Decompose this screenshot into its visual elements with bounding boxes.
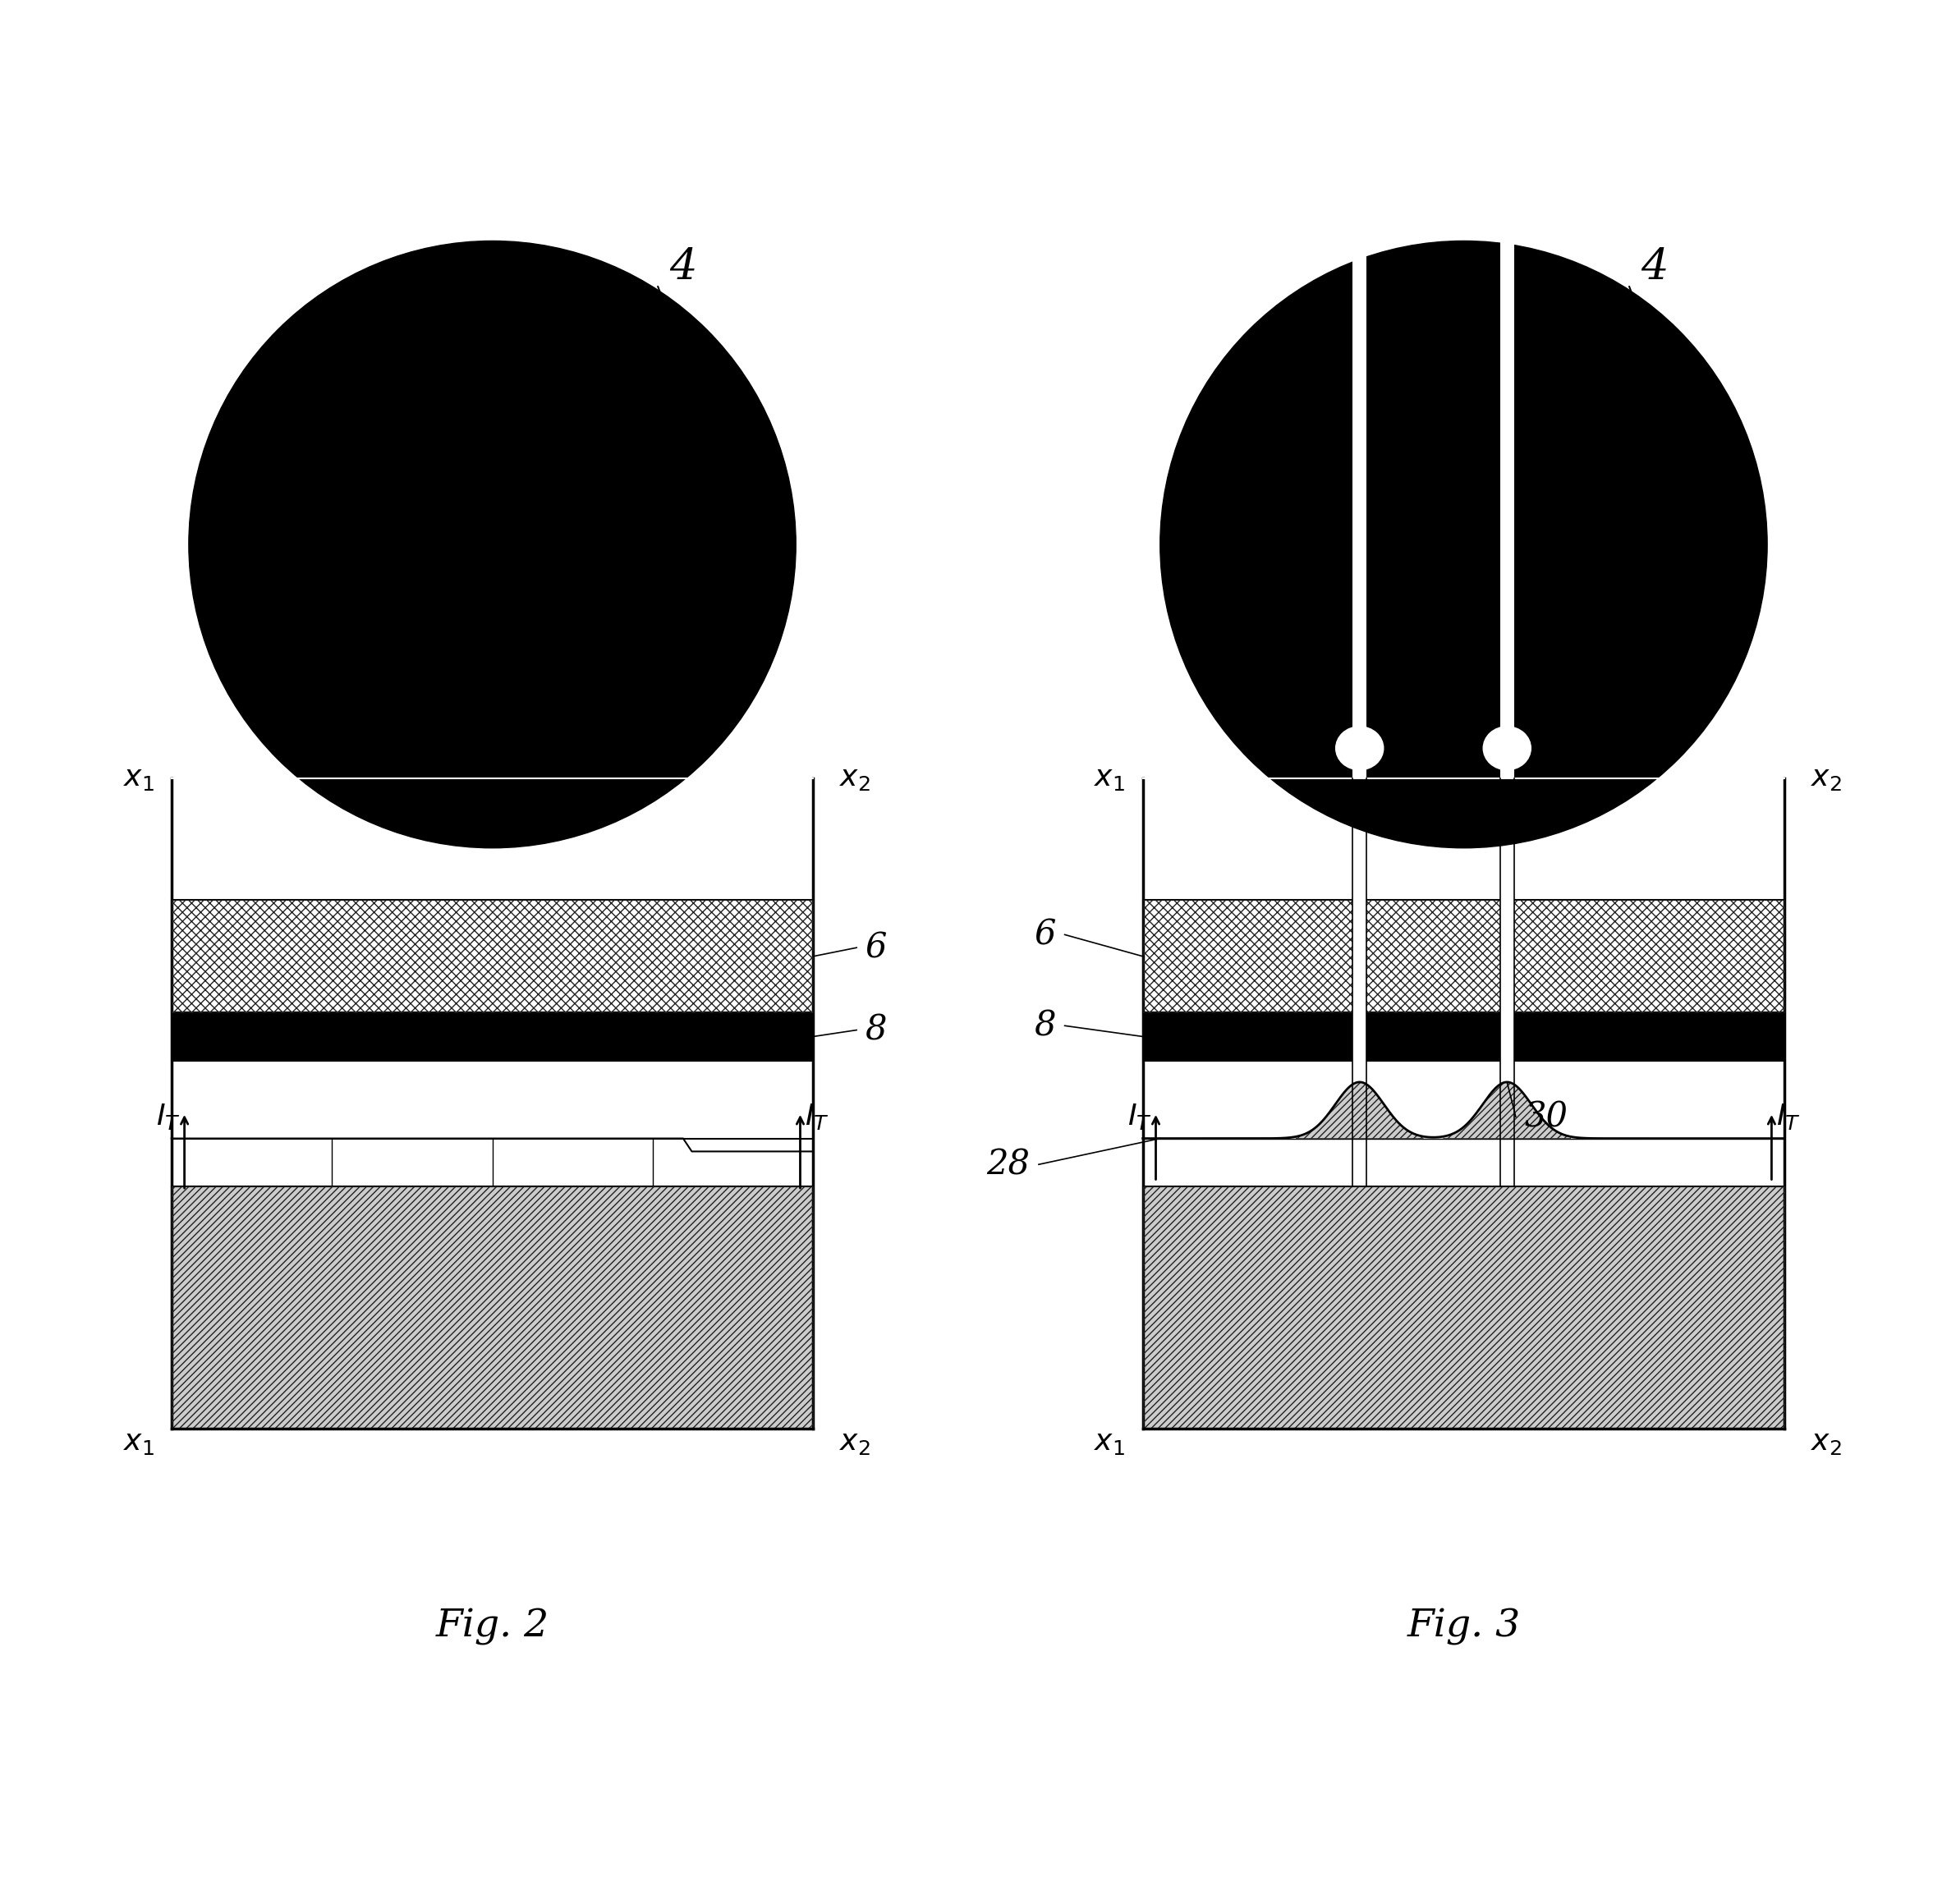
Circle shape — [190, 242, 796, 847]
Text: $x_1$: $x_1$ — [123, 1428, 155, 1457]
Text: 6: 6 — [1035, 918, 1056, 952]
Text: $x_2$: $x_2$ — [839, 1428, 870, 1457]
Bar — [1354, 1009, 1367, 1064]
Bar — [172, 1061, 814, 1186]
Bar — [1142, 901, 1784, 1013]
Bar — [1142, 1186, 1784, 1428]
Bar — [172, 1186, 814, 1428]
Bar — [172, 1013, 814, 1061]
Text: 8: 8 — [865, 1013, 886, 1047]
Bar — [1354, 242, 1367, 779]
Bar — [1142, 1186, 1784, 1428]
Bar — [172, 1186, 814, 1428]
Bar — [1142, 779, 1784, 901]
Text: Fig. 3: Fig. 3 — [1406, 1609, 1520, 1645]
Bar — [1354, 895, 1367, 1017]
Bar — [172, 901, 814, 1013]
Ellipse shape — [1483, 727, 1532, 769]
Circle shape — [1160, 242, 1766, 847]
Text: $x_1$: $x_1$ — [1093, 765, 1125, 792]
Text: Fig. 2: Fig. 2 — [436, 1609, 550, 1645]
Bar — [1500, 242, 1514, 779]
Text: $x_2$: $x_2$ — [839, 765, 870, 792]
Bar — [172, 779, 814, 901]
Text: $I_T$: $I_T$ — [1776, 1102, 1800, 1131]
Text: $I_T$: $I_T$ — [804, 1102, 829, 1131]
Bar — [1142, 1013, 1784, 1061]
Text: $x_2$: $x_2$ — [1811, 765, 1843, 792]
Text: 4: 4 — [669, 246, 696, 288]
Text: 28: 28 — [986, 1148, 1031, 1182]
Bar — [1500, 895, 1514, 1017]
Text: 6: 6 — [865, 931, 886, 965]
Bar — [1500, 1009, 1514, 1064]
Bar — [1142, 901, 1784, 1013]
Bar — [172, 901, 814, 1013]
Ellipse shape — [1336, 727, 1383, 769]
Text: $x_1$: $x_1$ — [1093, 1428, 1125, 1457]
Text: 8: 8 — [1035, 1009, 1056, 1043]
Text: $I_T$: $I_T$ — [156, 1102, 180, 1131]
Bar — [1142, 1061, 1784, 1186]
Text: $x_2$: $x_2$ — [1811, 1428, 1843, 1457]
Text: $I_T$: $I_T$ — [1127, 1102, 1152, 1131]
Text: 30: 30 — [1524, 1099, 1569, 1135]
Text: $x_1$: $x_1$ — [123, 765, 155, 792]
Text: 4: 4 — [1641, 246, 1668, 288]
